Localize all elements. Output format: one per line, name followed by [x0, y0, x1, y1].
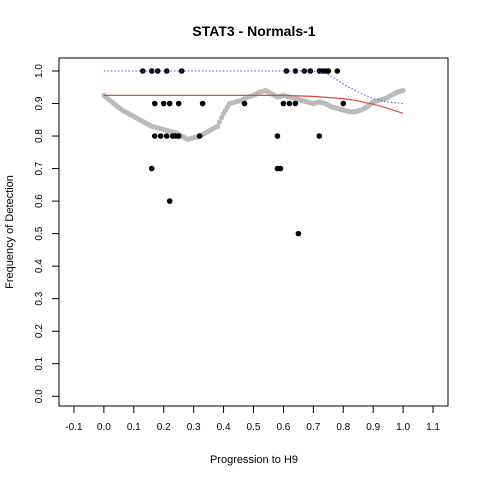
y-tick-label: 0.6	[34, 194, 45, 208]
detection-point	[151, 100, 158, 107]
y-tick-label: 0.8	[34, 129, 45, 143]
detection-point	[166, 198, 173, 204]
detection-point	[151, 133, 158, 139]
detection-point	[175, 100, 182, 107]
chart-title: STAT3 - Normals-1	[192, 23, 315, 39]
detection-point	[325, 68, 332, 74]
gray-mean-point	[400, 87, 406, 94]
detection-point	[277, 165, 284, 172]
gray-mean-point	[216, 119, 223, 125]
detection-point	[148, 68, 155, 74]
detection-point	[340, 100, 347, 107]
detection-point	[163, 133, 170, 139]
y-tick-label: 0.1	[34, 356, 45, 370]
black-points-series	[139, 68, 347, 237]
detection-point	[196, 133, 203, 139]
detection-point	[280, 100, 287, 107]
detection-point	[334, 68, 341, 74]
x-axis-label: Progression to H9	[210, 454, 298, 466]
detection-point	[292, 68, 299, 74]
detection-point	[307, 68, 314, 74]
y-tick-label: 0.4	[34, 259, 45, 273]
y-tick-label: 0.5	[34, 226, 45, 240]
y-tick-label: 0.3	[34, 291, 45, 305]
x-tick-label: 0.7	[306, 422, 320, 433]
blue-dotted-line	[103, 70, 404, 105]
x-axis: -0.1 0.0 0.1 0.2 0.3 0.4 0.5 0.6 0.7 0.8 0.9 1.0 1.1	[65, 406, 440, 433]
y-axis: 0.0 0.1 0.2 0.3 0.4 0.5 0.6 0.7 0.8 0.9 1.0	[34, 64, 59, 403]
x-tick-label: 0.3	[187, 422, 201, 433]
gray-mean-point	[214, 123, 221, 129]
detection-point	[163, 68, 170, 74]
detection-point	[160, 100, 167, 107]
detection-point	[148, 165, 155, 172]
x-tick-label: 0.9	[366, 422, 380, 433]
detection-point	[274, 133, 281, 139]
x-tick-label: 1.0	[396, 422, 410, 433]
detection-point	[241, 100, 248, 107]
detection-point	[316, 133, 323, 139]
y-tick-label: 0.7	[34, 161, 45, 175]
detection-point	[292, 100, 299, 107]
gray-mean-point	[218, 115, 225, 121]
blue-dotted-line-series	[103, 70, 404, 105]
detection-point	[199, 100, 206, 107]
x-tick-label: -0.1	[65, 422, 83, 433]
red-fit-line-series	[103, 94, 404, 114]
x-tick-label: 0.6	[276, 422, 290, 433]
y-tick-label: 1.0	[34, 64, 45, 78]
x-tick-label: 0.8	[336, 422, 350, 433]
detection-point	[166, 100, 173, 107]
x-tick-label: 0.1	[127, 422, 141, 433]
x-tick-label: 0.0	[97, 422, 111, 433]
y-tick-label: 0.0	[34, 389, 45, 403]
detection-point	[295, 230, 302, 237]
y-tick-label: 0.9	[34, 96, 45, 110]
detection-point	[157, 133, 164, 139]
x-tick-label: 0.4	[217, 422, 231, 433]
y-tick-label: 0.2	[34, 324, 45, 338]
x-tick-label: 0.5	[247, 422, 261, 433]
x-tick-label: 1.1	[426, 422, 440, 433]
detection-point	[175, 133, 182, 139]
y-axis-label: Frequency of Detection	[4, 175, 16, 289]
red-fit-line	[103, 94, 404, 114]
gray-running-mean-series	[101, 87, 406, 142]
x-tick-label: 0.2	[157, 422, 171, 433]
detection-point	[286, 100, 293, 107]
